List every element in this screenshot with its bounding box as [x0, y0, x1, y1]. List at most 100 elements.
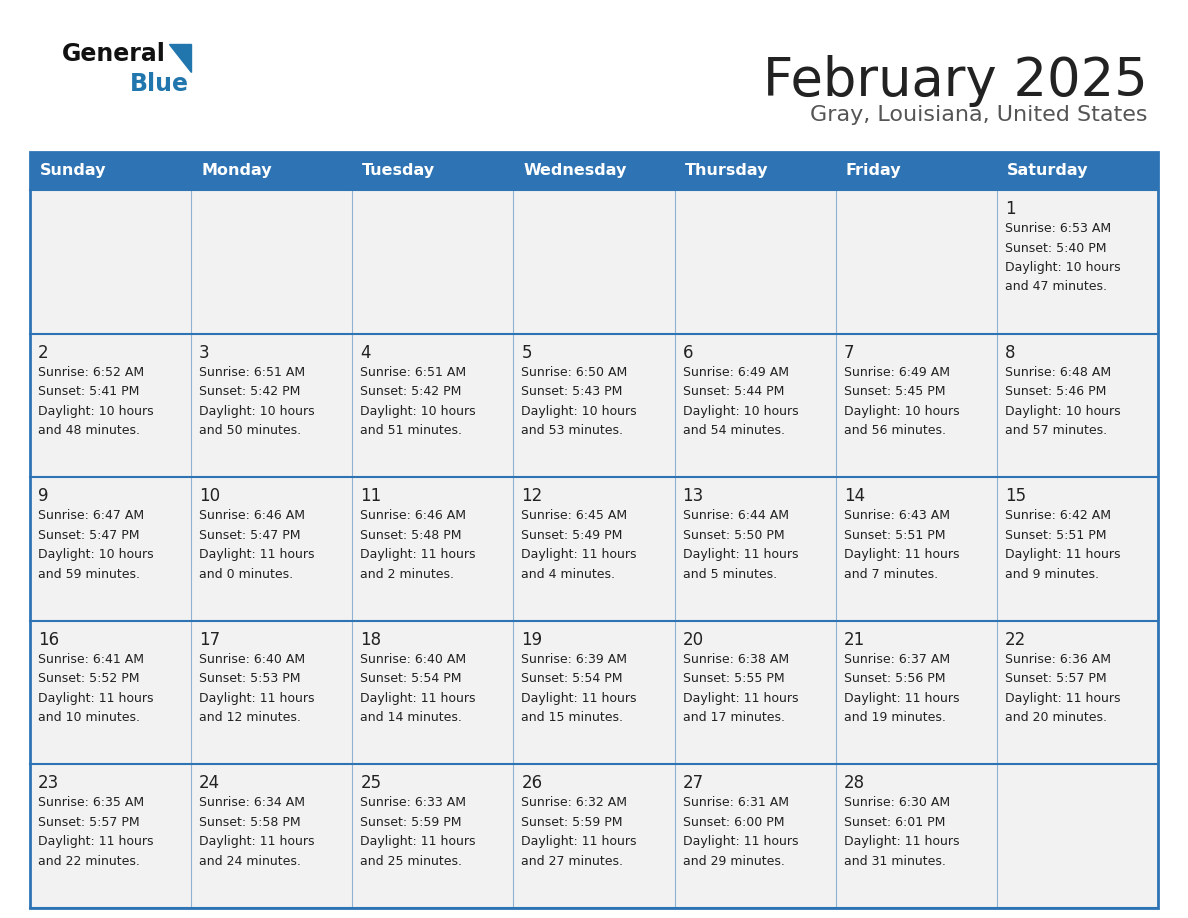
Text: Sunset: 5:58 PM: Sunset: 5:58 PM: [200, 816, 301, 829]
Text: Daylight: 11 hours: Daylight: 11 hours: [843, 548, 959, 561]
Text: Sunset: 5:53 PM: Sunset: 5:53 PM: [200, 672, 301, 686]
Text: 5: 5: [522, 343, 532, 362]
Text: Sunrise: 6:49 AM: Sunrise: 6:49 AM: [843, 365, 949, 378]
Text: and 48 minutes.: and 48 minutes.: [38, 424, 140, 437]
Text: Sunset: 5:55 PM: Sunset: 5:55 PM: [683, 672, 784, 686]
Bar: [30, 477, 191, 621]
Bar: [835, 333, 997, 477]
Text: Sunset: 5:46 PM: Sunset: 5:46 PM: [1005, 385, 1106, 398]
Text: Daylight: 11 hours: Daylight: 11 hours: [683, 835, 798, 848]
Bar: [997, 333, 1158, 477]
Bar: [513, 477, 675, 621]
Text: Sunrise: 6:43 AM: Sunrise: 6:43 AM: [843, 509, 949, 522]
Text: Sunset: 5:59 PM: Sunset: 5:59 PM: [522, 816, 623, 829]
Text: Daylight: 10 hours: Daylight: 10 hours: [38, 548, 153, 561]
Text: Gray, Louisiana, United States: Gray, Louisiana, United States: [810, 105, 1148, 125]
Text: Sunset: 5:54 PM: Sunset: 5:54 PM: [522, 672, 623, 686]
Text: Daylight: 10 hours: Daylight: 10 hours: [38, 405, 153, 418]
Text: 23: 23: [38, 775, 59, 792]
Text: 28: 28: [843, 775, 865, 792]
Text: 14: 14: [843, 487, 865, 505]
Text: Sunrise: 6:49 AM: Sunrise: 6:49 AM: [683, 365, 789, 378]
Bar: [675, 621, 835, 765]
Bar: [675, 765, 835, 908]
Text: Daylight: 11 hours: Daylight: 11 hours: [200, 835, 315, 848]
Text: and 59 minutes.: and 59 minutes.: [38, 567, 140, 581]
Text: and 25 minutes.: and 25 minutes.: [360, 855, 462, 868]
Text: 27: 27: [683, 775, 703, 792]
Text: Sunrise: 6:30 AM: Sunrise: 6:30 AM: [843, 797, 950, 810]
Text: and 10 minutes.: and 10 minutes.: [38, 711, 140, 724]
Text: Sunrise: 6:51 AM: Sunrise: 6:51 AM: [360, 365, 467, 378]
Bar: [191, 621, 353, 765]
Text: Daylight: 11 hours: Daylight: 11 hours: [360, 692, 475, 705]
Text: General: General: [62, 42, 166, 66]
Bar: [513, 190, 675, 333]
Text: 18: 18: [360, 631, 381, 649]
Text: Sunset: 6:01 PM: Sunset: 6:01 PM: [843, 816, 946, 829]
Bar: [513, 333, 675, 477]
Text: and 50 minutes.: and 50 minutes.: [200, 424, 302, 437]
Text: Sunset: 5:50 PM: Sunset: 5:50 PM: [683, 529, 784, 542]
Bar: [353, 333, 513, 477]
Text: 15: 15: [1005, 487, 1026, 505]
Text: 9: 9: [38, 487, 49, 505]
Text: Tuesday: Tuesday: [362, 163, 436, 178]
Text: 21: 21: [843, 631, 865, 649]
Bar: [835, 765, 997, 908]
Bar: [997, 765, 1158, 908]
Text: Friday: Friday: [846, 163, 902, 178]
Text: Sunrise: 6:40 AM: Sunrise: 6:40 AM: [360, 653, 467, 666]
Text: Sunset: 5:59 PM: Sunset: 5:59 PM: [360, 816, 462, 829]
Text: Sunrise: 6:47 AM: Sunrise: 6:47 AM: [38, 509, 144, 522]
Text: and 5 minutes.: and 5 minutes.: [683, 567, 777, 581]
Text: 1: 1: [1005, 200, 1016, 218]
Text: and 31 minutes.: and 31 minutes.: [843, 855, 946, 868]
Text: 17: 17: [200, 631, 220, 649]
Text: Daylight: 10 hours: Daylight: 10 hours: [522, 405, 637, 418]
Text: Sunset: 5:51 PM: Sunset: 5:51 PM: [843, 529, 946, 542]
Bar: [191, 152, 353, 190]
Bar: [513, 152, 675, 190]
Text: February 2025: February 2025: [763, 55, 1148, 107]
Bar: [30, 333, 191, 477]
Text: Sunset: 5:42 PM: Sunset: 5:42 PM: [360, 385, 462, 398]
Bar: [191, 190, 353, 333]
Text: and 47 minutes.: and 47 minutes.: [1005, 281, 1107, 294]
Text: and 0 minutes.: and 0 minutes.: [200, 567, 293, 581]
Text: and 15 minutes.: and 15 minutes.: [522, 711, 624, 724]
Text: 12: 12: [522, 487, 543, 505]
Text: Daylight: 11 hours: Daylight: 11 hours: [522, 548, 637, 561]
Text: and 19 minutes.: and 19 minutes.: [843, 711, 946, 724]
Text: 22: 22: [1005, 631, 1026, 649]
Text: Sunrise: 6:39 AM: Sunrise: 6:39 AM: [522, 653, 627, 666]
Bar: [353, 477, 513, 621]
Bar: [675, 152, 835, 190]
Text: Sunset: 5:44 PM: Sunset: 5:44 PM: [683, 385, 784, 398]
Text: 2: 2: [38, 343, 49, 362]
Bar: [191, 765, 353, 908]
Bar: [30, 152, 191, 190]
Text: Sunrise: 6:38 AM: Sunrise: 6:38 AM: [683, 653, 789, 666]
Text: Sunset: 5:40 PM: Sunset: 5:40 PM: [1005, 241, 1106, 254]
Text: Sunrise: 6:32 AM: Sunrise: 6:32 AM: [522, 797, 627, 810]
Polygon shape: [169, 44, 191, 72]
Text: Blue: Blue: [129, 72, 189, 96]
Text: Daylight: 10 hours: Daylight: 10 hours: [1005, 261, 1120, 274]
Text: Sunset: 6:00 PM: Sunset: 6:00 PM: [683, 816, 784, 829]
Text: 6: 6: [683, 343, 693, 362]
Text: Daylight: 10 hours: Daylight: 10 hours: [683, 405, 798, 418]
Text: 16: 16: [38, 631, 59, 649]
Text: 8: 8: [1005, 343, 1016, 362]
Text: and 2 minutes.: and 2 minutes.: [360, 567, 454, 581]
Text: Sunset: 5:43 PM: Sunset: 5:43 PM: [522, 385, 623, 398]
Text: and 7 minutes.: and 7 minutes.: [843, 567, 937, 581]
Text: Sunset: 5:45 PM: Sunset: 5:45 PM: [843, 385, 946, 398]
Text: 10: 10: [200, 487, 220, 505]
Text: Saturday: Saturday: [1007, 163, 1088, 178]
Text: and 53 minutes.: and 53 minutes.: [522, 424, 624, 437]
Text: Sunset: 5:48 PM: Sunset: 5:48 PM: [360, 529, 462, 542]
Bar: [513, 765, 675, 908]
Bar: [997, 621, 1158, 765]
Text: Sunset: 5:57 PM: Sunset: 5:57 PM: [38, 816, 140, 829]
